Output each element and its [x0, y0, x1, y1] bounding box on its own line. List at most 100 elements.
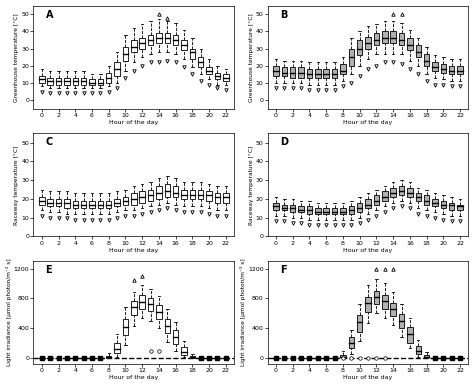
Bar: [148, 190, 153, 201]
Bar: [365, 297, 371, 312]
Bar: [182, 347, 187, 355]
Bar: [114, 62, 120, 76]
Bar: [114, 343, 120, 353]
Bar: [340, 64, 346, 74]
Bar: [73, 78, 78, 85]
Bar: [131, 40, 137, 52]
Bar: [299, 207, 304, 212]
Bar: [416, 345, 421, 354]
Bar: [156, 186, 162, 199]
Bar: [64, 199, 70, 208]
Bar: [315, 69, 320, 78]
Bar: [290, 68, 295, 78]
X-axis label: Hour of the day: Hour of the day: [109, 120, 158, 125]
X-axis label: Hour of the day: Hour of the day: [344, 120, 392, 125]
Bar: [81, 201, 86, 208]
Bar: [282, 68, 287, 76]
Bar: [282, 205, 287, 210]
Y-axis label: Light irradiance [μmol photon/m⁻² s]: Light irradiance [μmol photon/m⁻² s]: [6, 259, 11, 366]
Bar: [98, 201, 103, 208]
Bar: [98, 80, 103, 85]
Bar: [123, 197, 128, 205]
Bar: [441, 64, 446, 73]
Bar: [340, 208, 346, 214]
Bar: [374, 195, 379, 205]
Y-axis label: Raceway temperature [°C]: Raceway temperature [°C]: [248, 145, 254, 225]
Bar: [424, 355, 429, 357]
Bar: [56, 199, 61, 207]
Bar: [365, 37, 371, 49]
Bar: [457, 205, 463, 210]
Bar: [424, 195, 429, 205]
Bar: [164, 33, 170, 43]
Y-axis label: Greenhouse temperature [°C]: Greenhouse temperature [°C]: [248, 13, 254, 102]
Bar: [64, 78, 70, 85]
Bar: [407, 327, 412, 342]
Bar: [47, 199, 53, 207]
Bar: [47, 78, 53, 85]
Bar: [374, 33, 379, 45]
Bar: [357, 40, 363, 56]
X-axis label: Hour of the day: Hour of the day: [109, 376, 158, 381]
Bar: [382, 191, 388, 201]
Bar: [156, 33, 162, 43]
Bar: [56, 78, 61, 85]
X-axis label: Hour of the day: Hour of the day: [344, 248, 392, 253]
Bar: [106, 73, 111, 83]
Bar: [182, 40, 187, 50]
Bar: [374, 291, 379, 305]
Bar: [315, 208, 320, 214]
Bar: [357, 315, 363, 332]
Bar: [106, 201, 111, 208]
Bar: [399, 314, 404, 328]
Bar: [416, 193, 421, 201]
Bar: [206, 191, 212, 201]
X-axis label: Hour of the day: Hour of the day: [344, 376, 392, 381]
Bar: [89, 201, 95, 208]
Bar: [139, 191, 145, 203]
Y-axis label: Raceway temperature [°C]: Raceway temperature [°C]: [14, 145, 19, 225]
Bar: [39, 197, 45, 205]
Bar: [391, 303, 396, 317]
Bar: [173, 35, 178, 45]
Bar: [348, 49, 354, 66]
Bar: [123, 318, 128, 335]
Bar: [190, 190, 195, 199]
Bar: [139, 295, 145, 309]
X-axis label: Hour of the day: Hour of the day: [109, 248, 158, 253]
Bar: [382, 295, 388, 309]
Text: D: D: [280, 137, 288, 147]
Bar: [173, 186, 178, 197]
Bar: [164, 184, 170, 197]
Bar: [114, 199, 120, 207]
Bar: [323, 208, 329, 214]
Bar: [156, 305, 162, 318]
Bar: [449, 66, 455, 74]
Bar: [407, 38, 412, 50]
Bar: [190, 49, 195, 59]
Bar: [391, 188, 396, 197]
Bar: [223, 193, 228, 203]
Bar: [81, 78, 86, 85]
Bar: [148, 298, 153, 311]
Bar: [357, 203, 363, 212]
Bar: [39, 76, 45, 83]
Bar: [323, 69, 329, 78]
Bar: [148, 35, 153, 45]
Bar: [307, 207, 312, 214]
Bar: [332, 69, 337, 78]
Bar: [307, 69, 312, 78]
Bar: [131, 193, 137, 205]
Bar: [340, 355, 346, 357]
Bar: [190, 356, 195, 358]
Y-axis label: Greenhouse temperature [°C]: Greenhouse temperature [°C]: [14, 13, 19, 102]
Bar: [424, 54, 429, 66]
Bar: [441, 201, 446, 208]
Bar: [399, 33, 404, 45]
Y-axis label: Light irradiance [μmol photon/m⁻² s]: Light irradiance [μmol photon/m⁻² s]: [240, 259, 246, 366]
Bar: [457, 66, 463, 74]
Bar: [164, 318, 170, 333]
Bar: [139, 38, 145, 49]
Bar: [123, 47, 128, 61]
Bar: [182, 190, 187, 199]
